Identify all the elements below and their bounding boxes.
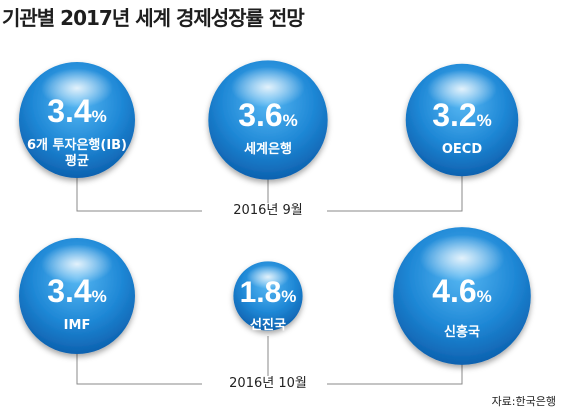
bubble-highlight bbox=[41, 244, 113, 284]
bubble: 3.2% OECD bbox=[405, 63, 519, 177]
group-label: 2016년 9월 bbox=[233, 203, 302, 218]
bubble: 3.4% IMF bbox=[19, 238, 135, 354]
bubble-highlight bbox=[230, 66, 306, 108]
bubble-value: 3.6% bbox=[238, 97, 298, 133]
bubble-label: OECD bbox=[442, 142, 482, 157]
bubble: 4.6% 신흥국 bbox=[393, 227, 531, 365]
bubble-label: 6개 투자은행(IB) bbox=[27, 137, 127, 153]
bubble-value: 1.8% bbox=[240, 276, 297, 309]
chart-title: 기관별 2017년 세계 경제성장률 전망 bbox=[2, 6, 305, 30]
bubble-label: 신흥국 bbox=[444, 324, 480, 340]
bubble-label: 선진국 bbox=[250, 317, 286, 333]
bubble-label: 평균 bbox=[65, 153, 89, 169]
bubble-value: 3.2% bbox=[432, 97, 492, 133]
group-labels: 2016년 9월 2016년 10월 bbox=[229, 203, 307, 391]
bubble-value: 3.4% bbox=[47, 273, 107, 309]
bubble-label: IMF bbox=[64, 318, 91, 333]
bubble-highlight bbox=[41, 68, 113, 108]
bubbles: 3.4% 6개 투자은행(IB)평균 3.6% 세계은행 3.2% OECD 3.4% IMF… bbox=[19, 60, 531, 365]
bubble-value: 4.6% bbox=[432, 273, 492, 309]
bubble-highlight bbox=[246, 265, 290, 289]
bubble-label: 세계은행 bbox=[244, 141, 292, 157]
connector-right bbox=[327, 160, 463, 212]
bubble: 1.8% 선진국 bbox=[233, 261, 303, 333]
source-note: 자료:한국은행 bbox=[491, 395, 556, 408]
bubble-highlight bbox=[419, 234, 505, 282]
group-label: 2016년 10월 bbox=[229, 376, 307, 391]
bubble-value: 3.4% bbox=[47, 93, 107, 129]
bubble-highlight bbox=[427, 69, 497, 109]
bubble: 3.6% 세계은행 bbox=[208, 60, 328, 180]
bubble: 3.4% 6개 투자은행(IB)평균 bbox=[19, 62, 135, 178]
